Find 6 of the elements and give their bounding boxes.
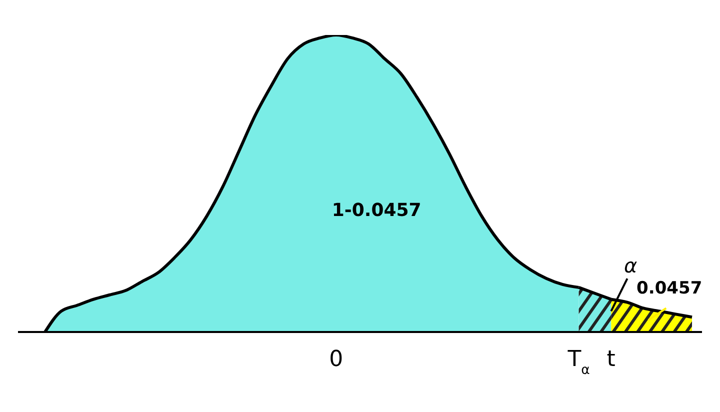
annotation: 1-0.0457 xyxy=(332,200,422,222)
annotation: 0.0457 xyxy=(636,278,702,298)
annotation: α xyxy=(624,254,638,278)
x-tick-label: 0 xyxy=(329,347,344,372)
x-tick-label: T$_{α}$ xyxy=(566,347,590,378)
x-tick-label: t xyxy=(606,347,616,372)
